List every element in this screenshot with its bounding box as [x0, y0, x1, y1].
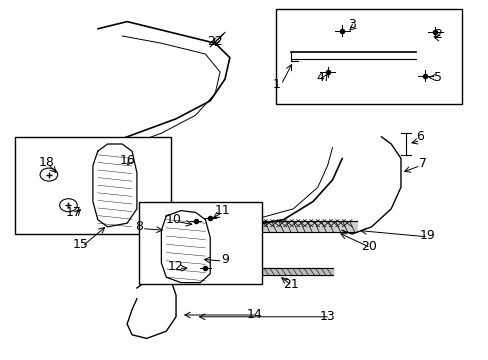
- Text: 19: 19: [419, 229, 435, 242]
- Bar: [15, 137, 171, 234]
- Bar: [139, 202, 261, 284]
- Text: 4: 4: [316, 71, 324, 84]
- Text: 21: 21: [283, 278, 298, 291]
- Text: 13: 13: [319, 310, 335, 323]
- Text: 6: 6: [416, 130, 424, 143]
- Text: 7: 7: [418, 157, 426, 170]
- Text: 16: 16: [119, 154, 135, 167]
- Text: 3: 3: [347, 18, 355, 31]
- Text: 22: 22: [207, 35, 223, 48]
- Bar: [276, 9, 461, 104]
- Text: 11: 11: [214, 204, 230, 217]
- Text: 9: 9: [221, 253, 228, 266]
- Text: 18: 18: [39, 156, 54, 168]
- Text: 12: 12: [168, 260, 183, 273]
- Text: 20: 20: [361, 240, 376, 253]
- Text: 2: 2: [433, 28, 441, 41]
- Text: 5: 5: [433, 71, 441, 84]
- Text: 8: 8: [135, 220, 143, 233]
- Text: 10: 10: [165, 213, 181, 226]
- Text: 17: 17: [65, 206, 81, 219]
- Text: 15: 15: [73, 238, 88, 251]
- Text: 1: 1: [272, 78, 280, 91]
- Text: 14: 14: [246, 309, 262, 321]
